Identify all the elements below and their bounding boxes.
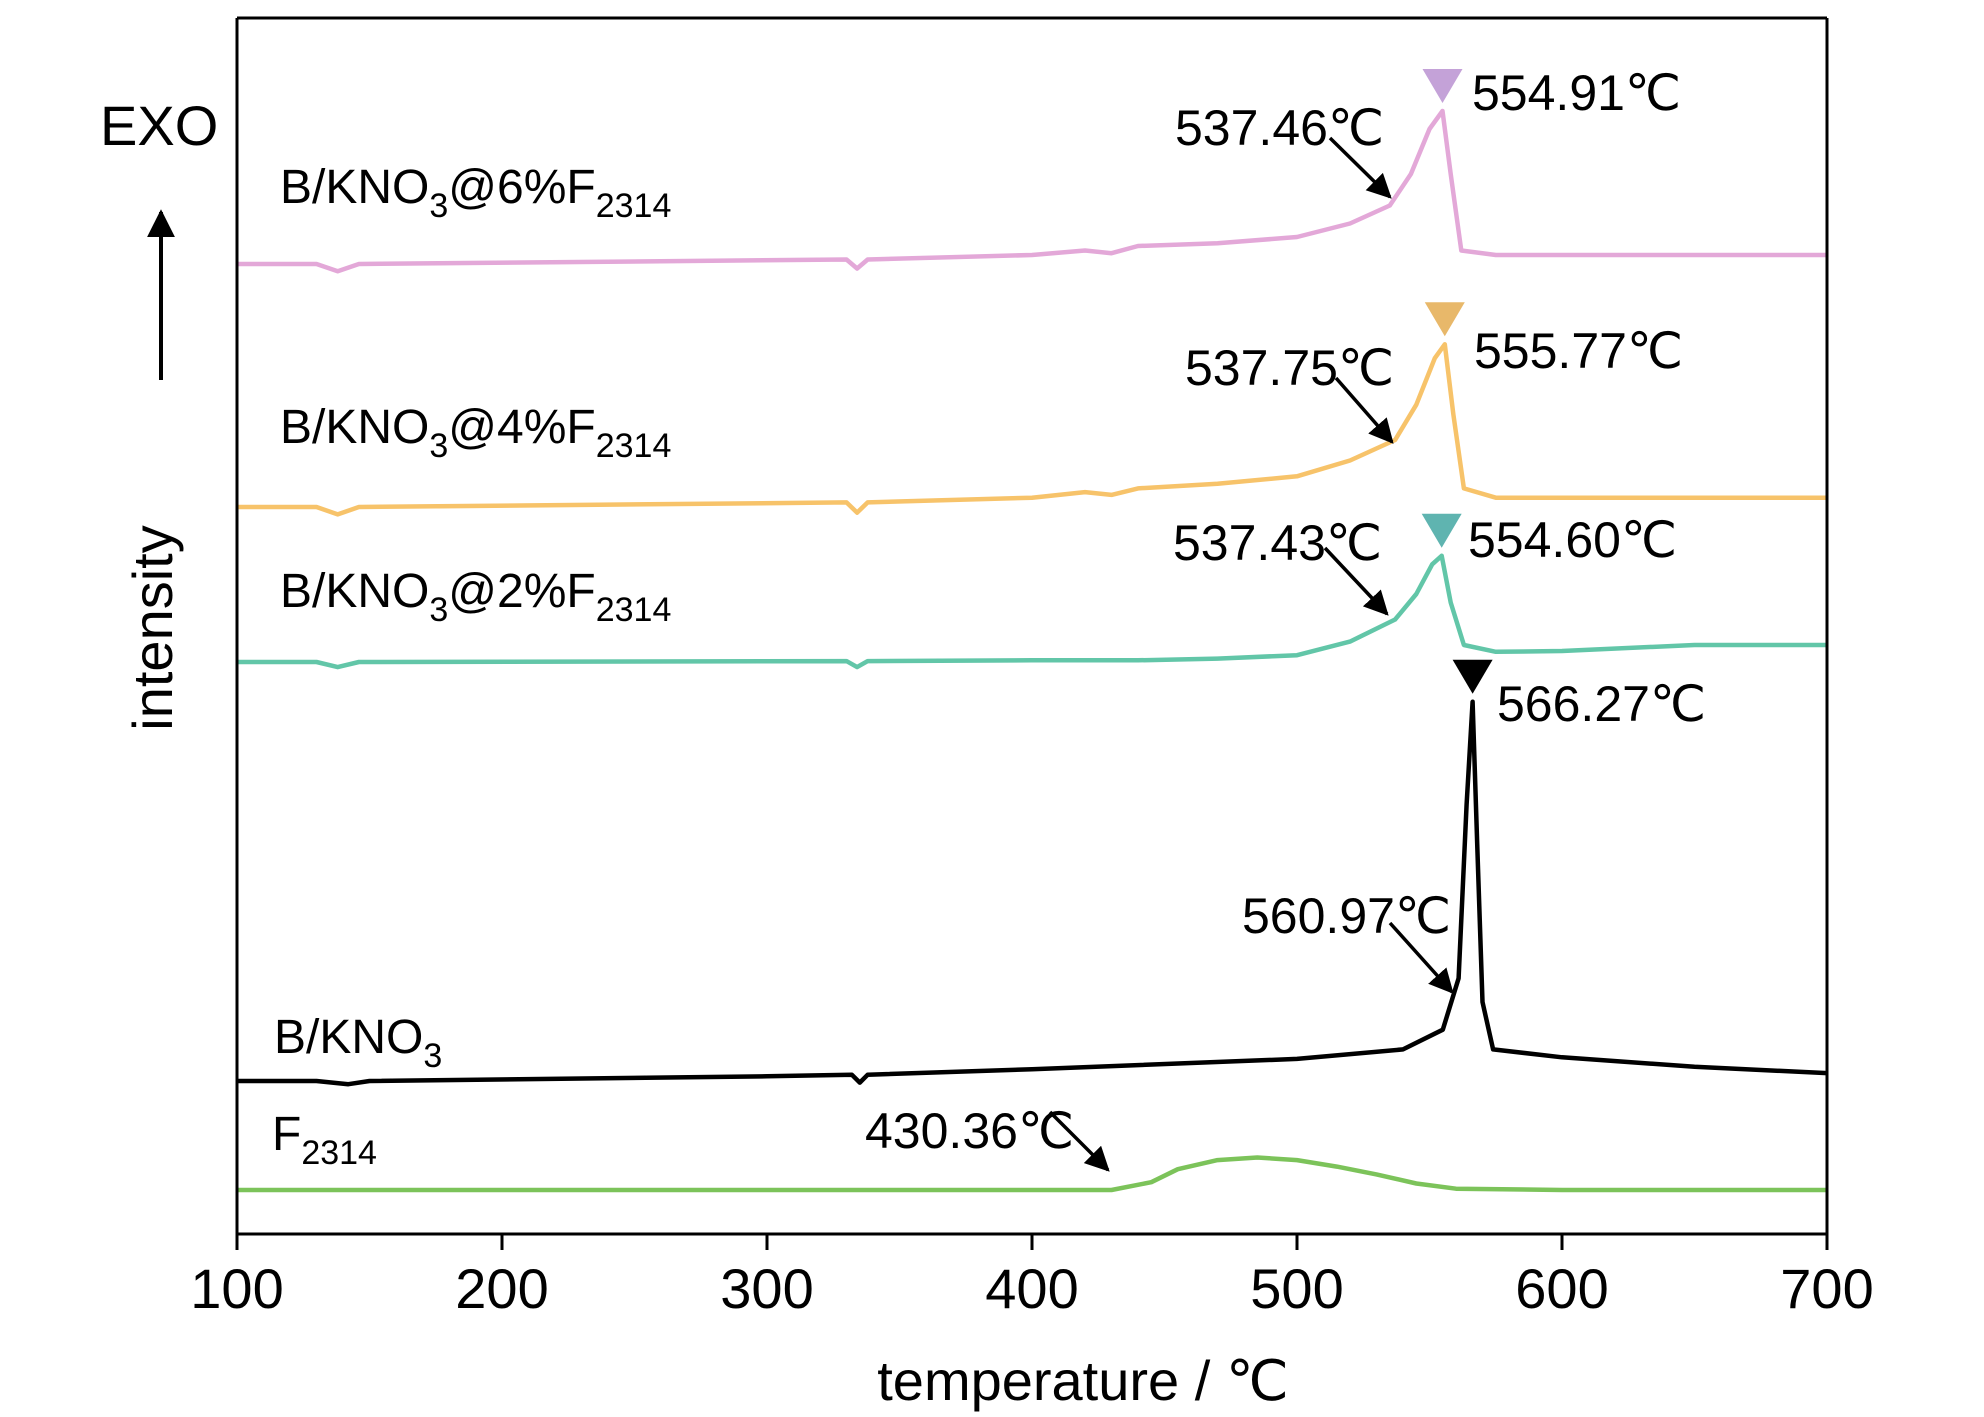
peak-marker-1 — [1424, 302, 1465, 337]
series-label-4: F2314 — [272, 1108, 377, 1172]
series-line-1 — [237, 342, 1827, 517]
annotation-peak-1: 555.77℃ — [1474, 323, 1683, 379]
series-line-2 — [237, 553, 1827, 670]
x-tick-label-100: 100 — [190, 1257, 283, 1320]
x-tick-label-500: 500 — [1250, 1257, 1343, 1320]
x-tick-label-400: 400 — [985, 1257, 1078, 1320]
annotation-peak-0: 554.91℃ — [1472, 65, 1681, 121]
annotation-arrow-2 — [1323, 546, 1389, 616]
peak-marker-0 — [1422, 69, 1463, 103]
peak-marker-2 — [1421, 513, 1462, 548]
x-tick-label-200: 200 — [455, 1257, 548, 1320]
series-line-4 — [237, 1155, 1827, 1193]
annotation-onset-3: 560.97℃ — [1242, 888, 1451, 944]
annotation-arrow-1 — [1334, 376, 1394, 444]
annotation-onset-1: 537.75℃ — [1185, 340, 1394, 396]
series-line-0 — [237, 108, 1827, 274]
x-tick-label-300: 300 — [720, 1257, 813, 1320]
annotation-arrow-3 — [1388, 921, 1454, 994]
annotation-onset-2: 537.43℃ — [1173, 515, 1382, 571]
annotation-peak-3: 566.27℃ — [1497, 676, 1706, 732]
annotation-peak-2: 554.60℃ — [1468, 512, 1677, 568]
y-axis-title: intensity — [121, 525, 184, 730]
plot-area — [237, 108, 1828, 1193]
series-label-1: B/KNO3@4%F2314 — [280, 401, 671, 465]
x-tick-label-700: 700 — [1780, 1257, 1873, 1320]
series-line-3 — [237, 699, 1828, 1087]
series-label-0: B/KNO3@6%F2314 — [280, 161, 671, 225]
axes: 100 200 300 400 500 600 700 temperature / ℃ inte… — [100, 16, 1874, 1412]
annotation-onset-4: 430.36℃ — [865, 1103, 1074, 1159]
annotation-arrow-0 — [1328, 136, 1392, 199]
labels: B/KNO3@6%F2314 537.46℃ 554.91℃ B/KNO3@4%F23… — [272, 65, 1706, 1172]
exo-label: EXO — [100, 94, 218, 157]
x-tick-label-600: 600 — [1515, 1257, 1608, 1320]
series-label-2: B/KNO3@2%F2314 — [280, 565, 671, 629]
x-axis-title: temperature / ℃ — [877, 1349, 1289, 1412]
annotation-arrow-4 — [1048, 1110, 1110, 1172]
peak-marker-3 — [1452, 659, 1493, 694]
series-label-3: B/KNO3 — [274, 1011, 442, 1075]
annotation-onset-0: 537.46℃ — [1175, 100, 1384, 156]
